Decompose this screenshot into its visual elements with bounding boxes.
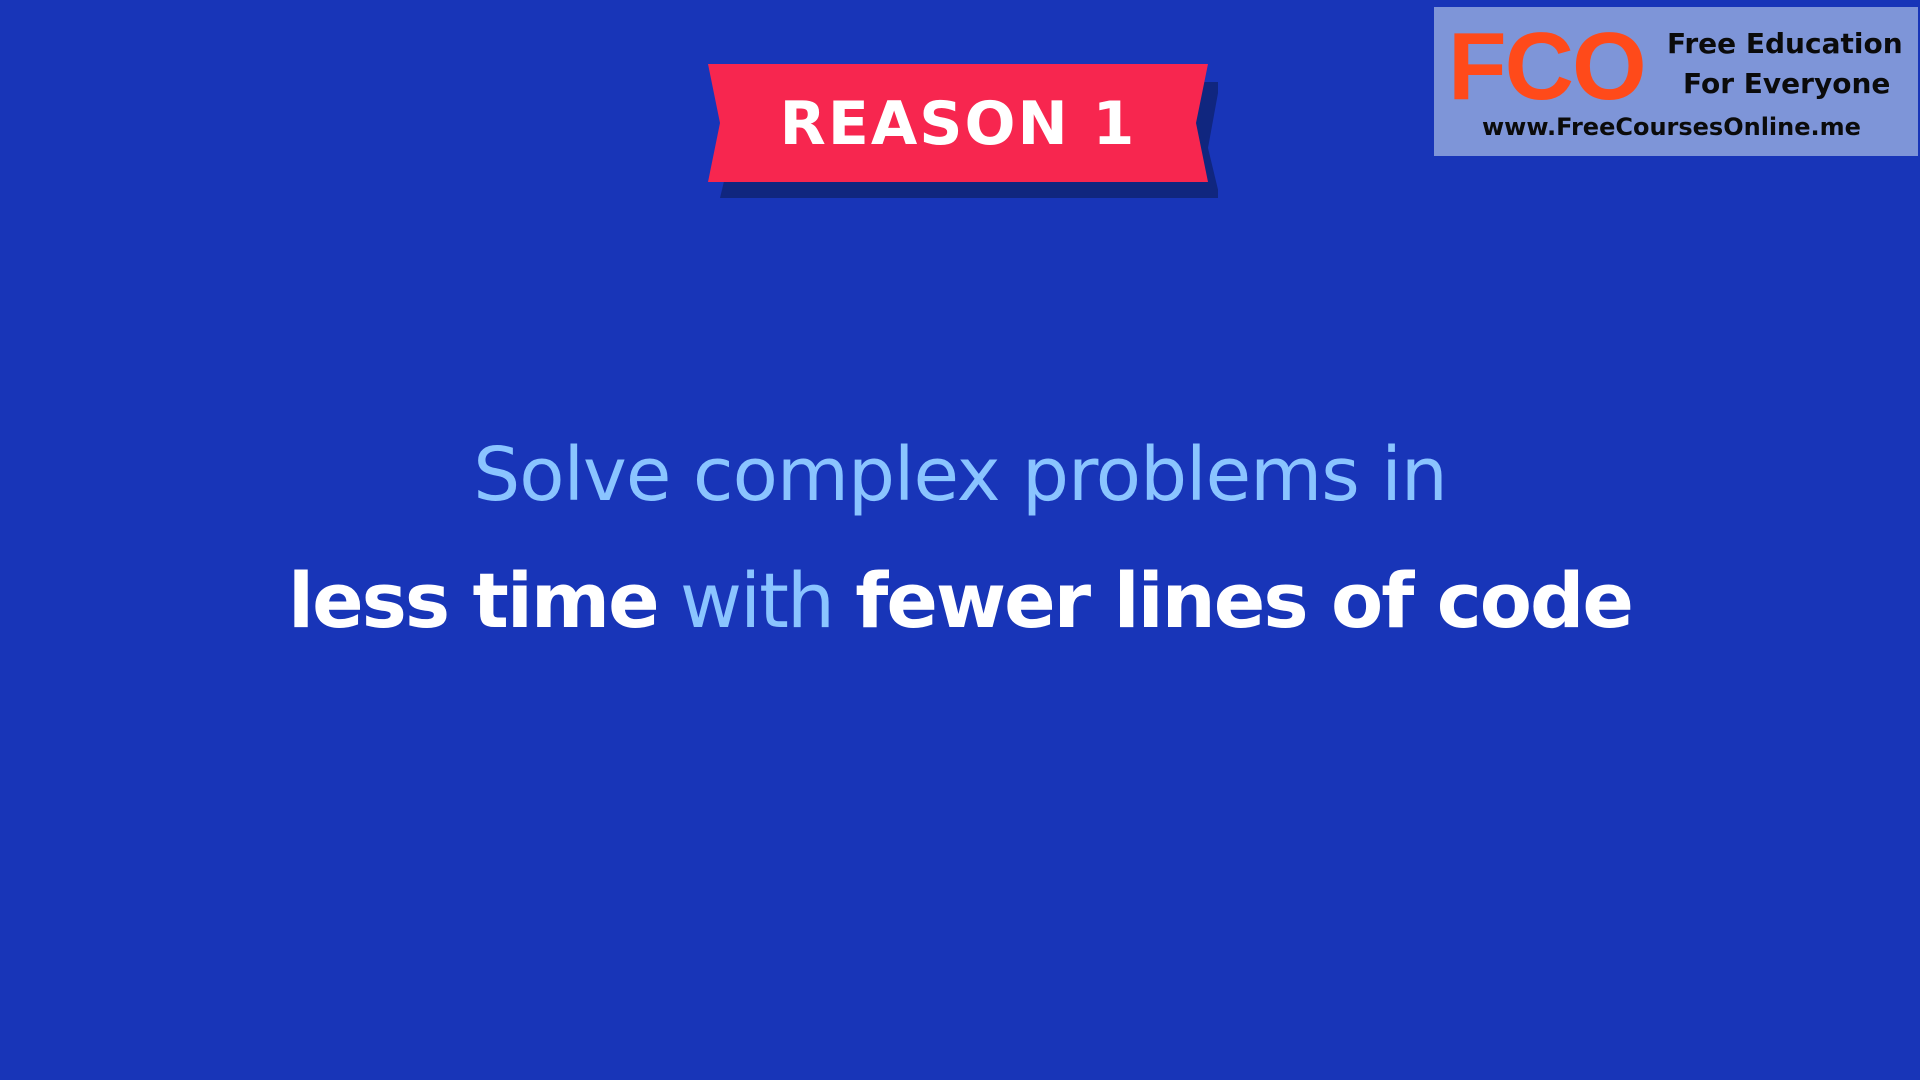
- watermark-url: www.FreeCoursesOnline.me: [1482, 113, 1861, 141]
- watermark-logo: FCO: [1448, 13, 1647, 120]
- reason-ribbon: REASON 1: [708, 64, 1218, 198]
- headline-line-1: Solve complex problems in: [473, 432, 1448, 518]
- headline-emphasis-less-time: less time: [288, 556, 660, 645]
- watermark-box: FCO Free Education For Everyone www.Free…: [1434, 7, 1918, 156]
- headline-line-2: less time with fewer lines of code: [0, 556, 1920, 645]
- ribbon-shape: [708, 64, 1218, 198]
- watermark-tagline-1: Free Education: [1667, 27, 1903, 60]
- ribbon-label: REASON 1: [779, 89, 1137, 159]
- headline-emphasis-fewer-lines: fewer lines of code: [855, 556, 1634, 645]
- headline-connector-with: with: [679, 556, 835, 645]
- watermark-tagline-2: For Everyone: [1683, 67, 1891, 100]
